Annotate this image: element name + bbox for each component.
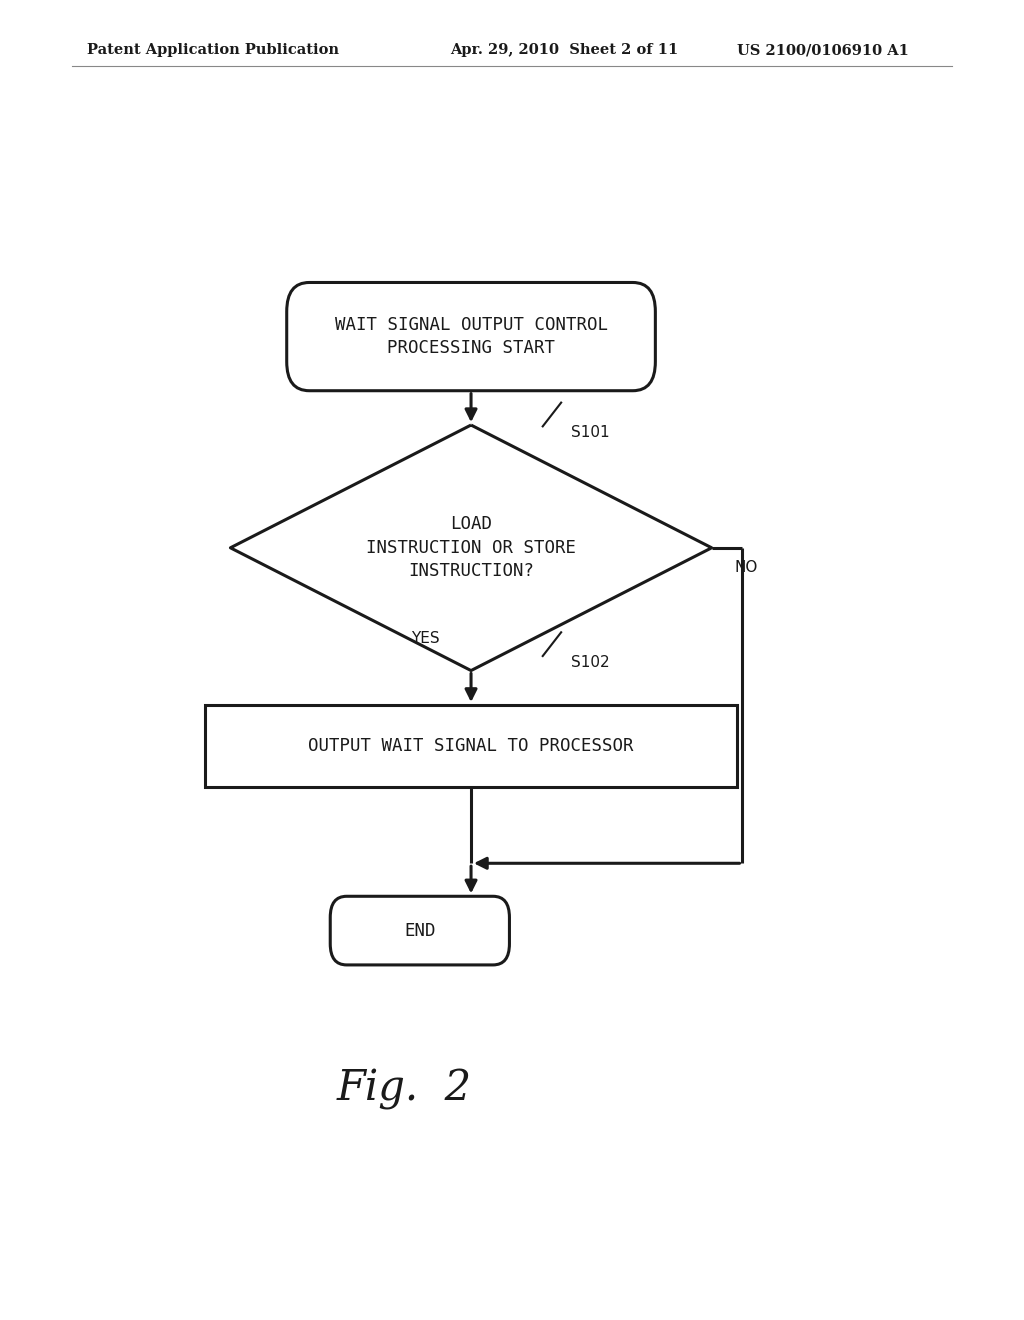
- Text: OUTPUT WAIT SIGNAL TO PROCESSOR: OUTPUT WAIT SIGNAL TO PROCESSOR: [308, 737, 634, 755]
- Text: US 2100/0106910 A1: US 2100/0106910 A1: [737, 44, 909, 57]
- Text: Apr. 29, 2010  Sheet 2 of 11: Apr. 29, 2010 Sheet 2 of 11: [451, 44, 679, 57]
- Bar: [205, 705, 737, 787]
- Text: S101: S101: [571, 425, 610, 441]
- Text: LOAD
INSTRUCTION OR STORE
INSTRUCTION?: LOAD INSTRUCTION OR STORE INSTRUCTION?: [366, 515, 577, 581]
- Text: END: END: [404, 921, 435, 940]
- Text: S102: S102: [571, 655, 610, 671]
- FancyBboxPatch shape: [287, 282, 655, 391]
- Text: Patent Application Publication: Patent Application Publication: [87, 44, 339, 57]
- FancyBboxPatch shape: [330, 896, 510, 965]
- Text: NO: NO: [734, 560, 758, 576]
- Text: YES: YES: [411, 631, 439, 647]
- Text: WAIT SIGNAL OUTPUT CONTROL
PROCESSING START: WAIT SIGNAL OUTPUT CONTROL PROCESSING ST…: [335, 315, 607, 358]
- Text: Fig.  2: Fig. 2: [337, 1068, 472, 1110]
